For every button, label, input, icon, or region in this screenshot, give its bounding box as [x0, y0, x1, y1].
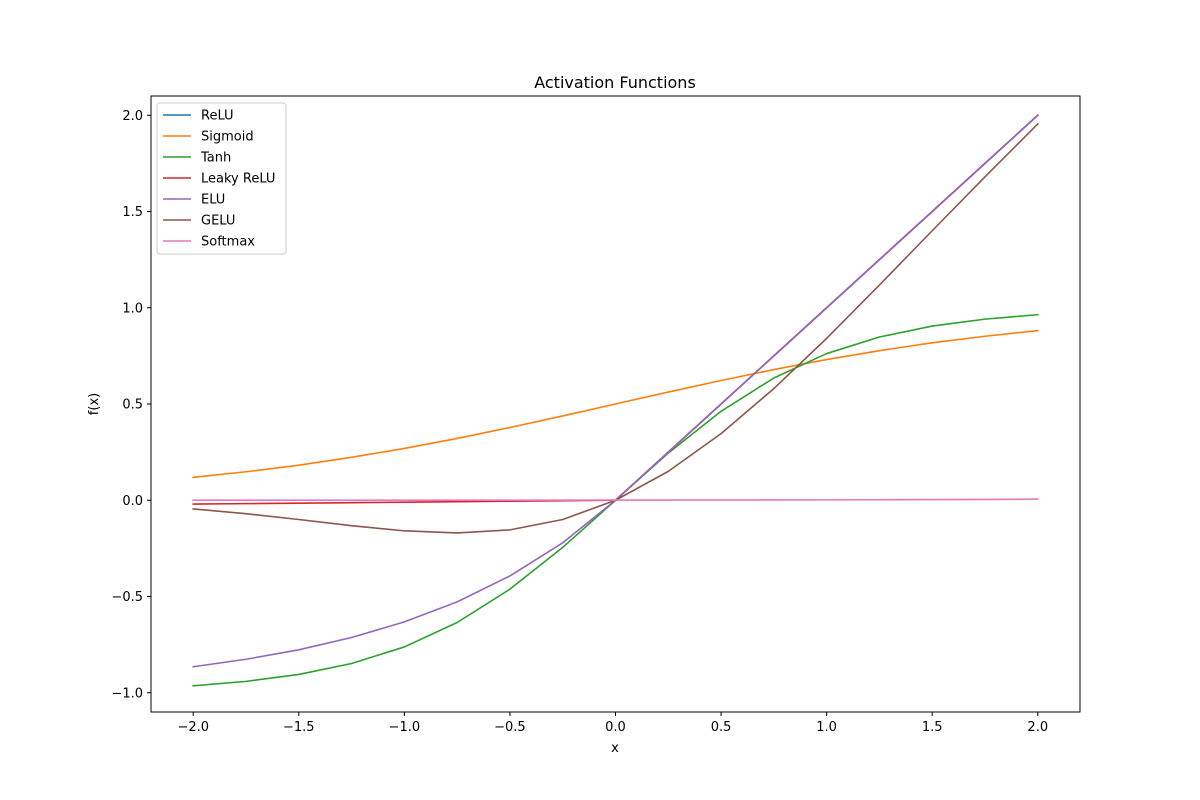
legend-label-softmax: Softmax	[201, 235, 255, 250]
legend-label-sigmoid: Sigmoid	[201, 130, 254, 145]
y-tick-label: 1.0	[122, 301, 143, 316]
x-tick-label: −1.5	[283, 720, 315, 735]
y-tick-label: −0.5	[111, 590, 143, 605]
y-tick-label: 1.5	[122, 205, 143, 220]
x-axis-ticks: −2.0 −1.5 −1.0 −0.5 0.0 0.5 1.0 1.5 2.0	[177, 712, 1048, 735]
x-axis-label: x	[611, 741, 619, 756]
legend-label-leaky-relu: Leaky ReLU	[201, 172, 275, 187]
y-axis-ticks: −1.0 −0.5 0.0 0.5 1.0 1.5 2.0	[111, 109, 151, 701]
x-tick-label: −0.5	[494, 720, 526, 735]
legend-item-softmax: Softmax	[163, 235, 255, 250]
x-tick-label: −1.0	[389, 720, 421, 735]
x-tick-label: 1.5	[922, 720, 943, 735]
y-tick-label: 0.0	[122, 494, 143, 509]
y-tick-label: 2.0	[122, 109, 143, 124]
x-tick-label: 2.0	[1027, 720, 1048, 735]
legend: ReLU Sigmoid Tanh Leaky ReLU ELU GELU Softmax	[156, 102, 287, 255]
x-tick-label: −2.0	[177, 720, 209, 735]
chart-title: Activation Functions	[534, 73, 696, 92]
legend-item-sigmoid: Sigmoid	[163, 130, 254, 145]
series-layer	[192, 114, 1039, 687]
x-tick-label: 0.5	[711, 720, 732, 735]
series-line-softmax	[192, 498, 1039, 502]
legend-label-tanh: Tanh	[200, 151, 231, 166]
y-tick-label: 0.5	[122, 398, 143, 413]
legend-item-relu: ReLU	[163, 109, 234, 124]
y-axis-label: f(x)	[87, 393, 102, 415]
x-tick-label: 0.0	[605, 720, 626, 735]
legend-label-relu: ReLU	[201, 109, 234, 124]
legend-items: ReLU Sigmoid Tanh Leaky ReLU ELU GELU Softmax	[163, 109, 275, 250]
legend-label-elu: ELU	[201, 193, 225, 208]
legend-item-gelu: GELU	[163, 214, 235, 229]
legend-item-elu: ELU	[163, 193, 225, 208]
legend-item-tanh: Tanh	[163, 151, 231, 166]
y-tick-label: −1.0	[111, 686, 143, 701]
legend-frame	[156, 102, 287, 255]
x-tick-label: 1.0	[816, 720, 837, 735]
legend-label-gelu: GELU	[201, 214, 235, 229]
legend-item-leaky-relu: Leaky ReLU	[163, 172, 275, 187]
series-line-sigmoid	[192, 329, 1039, 479]
